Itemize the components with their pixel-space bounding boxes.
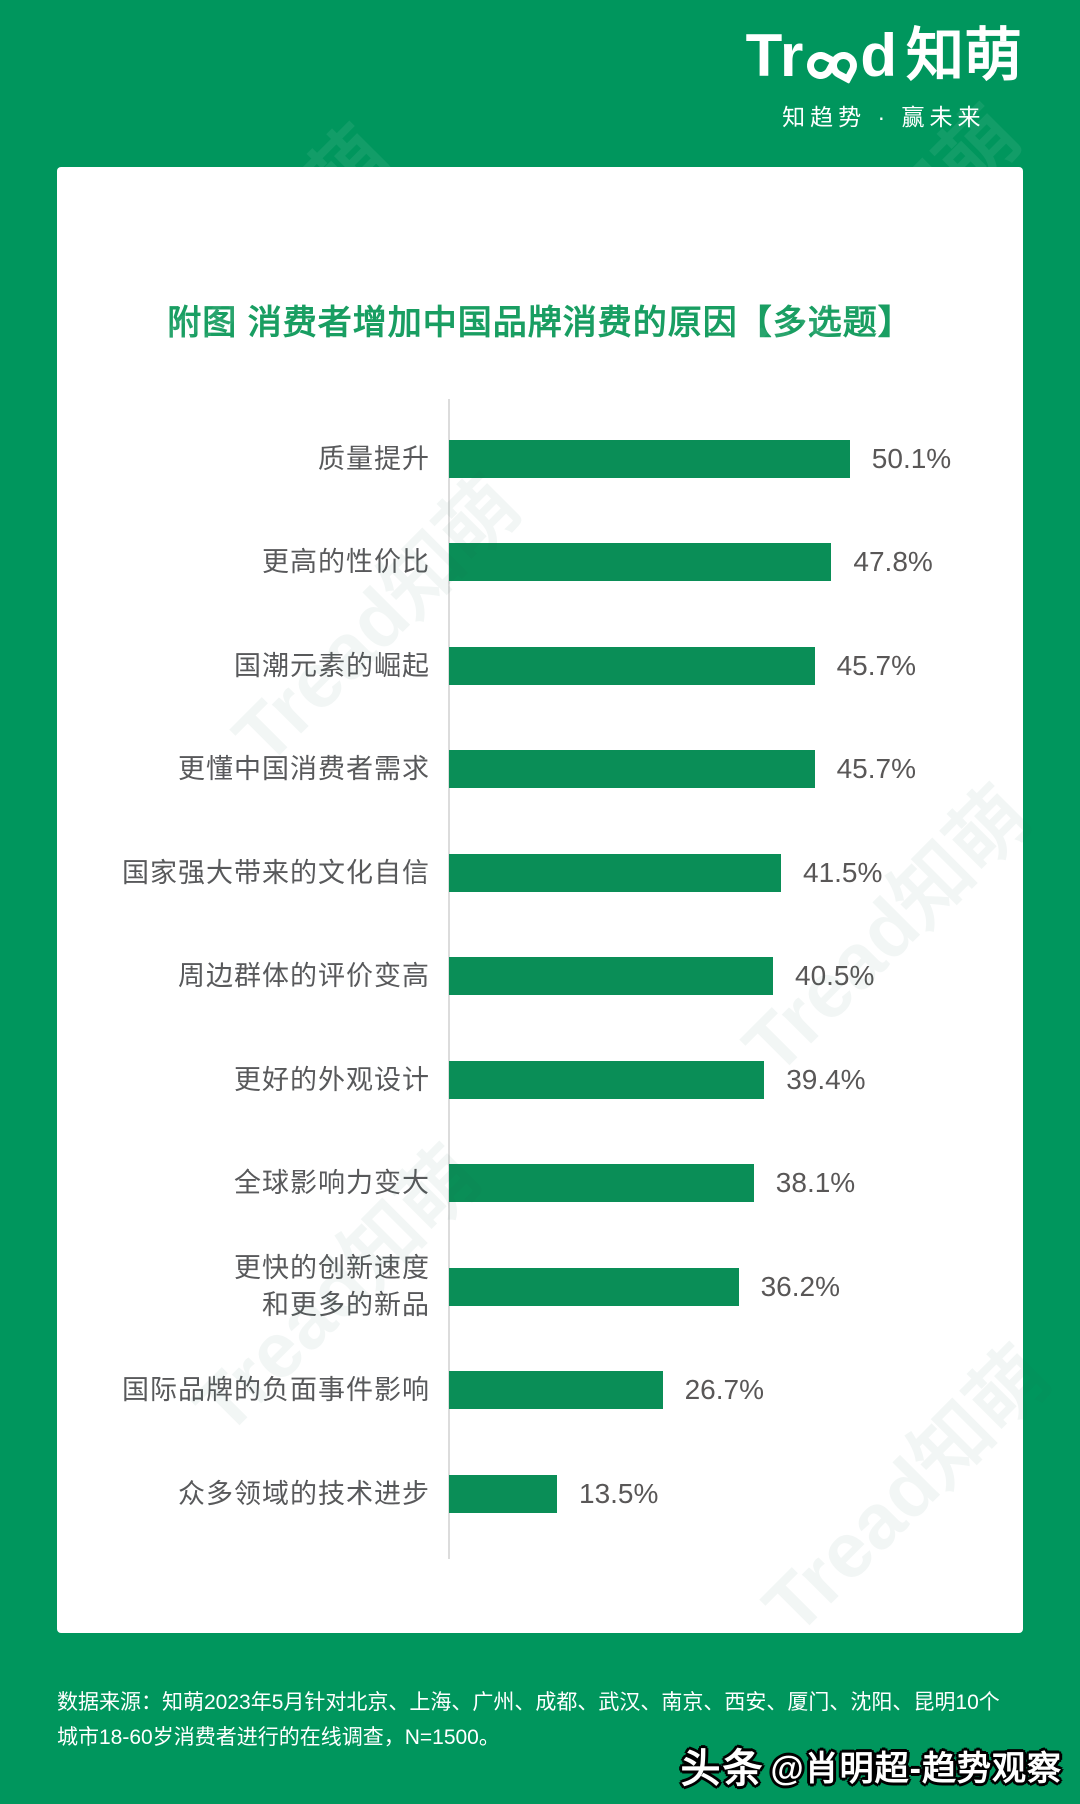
brand-header: Tr d 知萌 知趋势 · 赢未来 [746,26,1022,132]
chart-title: 附图 消费者增加中国品牌消费的原因【多选题】 [167,304,913,342]
brand-tagline: 知趋势 · 赢未来 [782,104,986,130]
chart-row: 更好的外观设计 39.4% [57,1028,1023,1132]
bar [449,1371,663,1410]
value-label: 40.5% [795,960,875,992]
category-label: 周边群体的评价变高 [178,961,430,992]
bar [449,1267,739,1306]
chart-row: 更快的创新速度 和更多的新品 36.2% [57,1235,1023,1339]
bar-wrap: 45.7% [449,750,916,789]
bar [449,1164,754,1203]
chart-row: 更懂中国消费者需求 45.7% [57,718,1023,822]
bar-chart: 质量提升 50.1% 更高的性价比 47.8% 国潮元素的崛起 45.7% 更懂… [57,399,1023,1559]
value-label: 38.1% [775,1167,856,1199]
chart-card: 附图 消费者增加中国品牌消费的原因【多选题】 质量提升 50.1% 更高的性价比… [57,167,1023,1633]
data-source-note: 数据来源：知萌2023年5月针对北京、上海、广州、成都、武汉、南京、西安、厦门、… [57,1691,1000,1749]
category-label: 更懂中国消费者需求 [178,754,430,785]
chart-row: 国潮元素的崛起 45.7% [57,614,1023,718]
value-label: 47.8% [853,546,933,578]
category-label: 更高的性价比 [262,547,430,578]
bar-wrap: 41.5% [449,853,883,892]
value-label: 45.7% [836,649,916,681]
chart-row: 众多领域的技术进步 13.5% [57,1442,1023,1546]
bar [449,853,781,892]
chart-row: 质量提升 50.1% [57,407,1023,511]
bar [449,543,832,582]
value-label: 36.2% [760,1270,840,1302]
category-label: 全球影响力变大 [234,1168,430,1199]
chart-row: 国家强大带来的文化自信 41.5% [57,821,1023,925]
bar-wrap: 38.1% [449,1164,856,1203]
bar [449,957,773,996]
bar [449,439,850,478]
logo-text-en-right: d [860,22,898,89]
category-label: 众多领域的技术进步 [178,1478,430,1509]
value-label: 45.7% [836,753,916,785]
logo-text-en-left: Tr [745,22,805,89]
bar-wrap: 36.2% [449,1267,840,1306]
author-handle: @肖明超-趋势观察 [770,1749,1062,1788]
bar-rows: 质量提升 50.1% 更高的性价比 47.8% 国潮元素的崛起 45.7% 更懂… [57,407,1023,1546]
chart-row: 周边群体的评价变高 40.5% [57,925,1023,1029]
bar-wrap: 50.1% [449,439,952,478]
logo-text-cn: 知萌 [905,23,1022,88]
category-label: 更快的创新速度 和更多的新品 [234,1253,430,1320]
value-label: 41.5% [803,856,883,888]
category-label: 国际品牌的负面事件影响 [122,1375,430,1406]
value-label: 26.7% [684,1374,764,1406]
category-label: 国家强大带来的文化自信 [122,857,430,888]
bar [449,1474,557,1513]
bar [449,646,815,685]
bar-wrap: 47.8% [449,543,933,582]
bar-wrap: 39.4% [449,1060,866,1099]
platform-logo: 头条 [680,1747,765,1791]
value-label: 50.1% [871,442,952,474]
bar-wrap: 26.7% [449,1371,764,1410]
leaf-icon [825,46,863,84]
brand-logo: Tr d 知萌 [746,26,1022,86]
bar-wrap: 13.5% [449,1474,659,1513]
category-label: 更好的外观设计 [234,1064,430,1095]
bar-wrap: 45.7% [449,646,916,685]
chart-row: 全球影响力变大 38.1% [57,1132,1023,1236]
category-label: 质量提升 [318,443,430,474]
category-label: 国潮元素的崛起 [234,650,430,681]
value-label: 13.5% [579,1477,659,1509]
bar [449,750,815,789]
chart-row: 更高的性价比 47.8% [57,511,1023,615]
bar-wrap: 40.5% [449,957,875,996]
author-watermark: 头条 @肖明超-趋势观察 [681,1736,1062,1794]
bar [449,1060,765,1099]
chart-row: 国际品牌的负面事件影响 26.7% [57,1339,1023,1443]
value-label: 39.4% [786,1063,866,1095]
